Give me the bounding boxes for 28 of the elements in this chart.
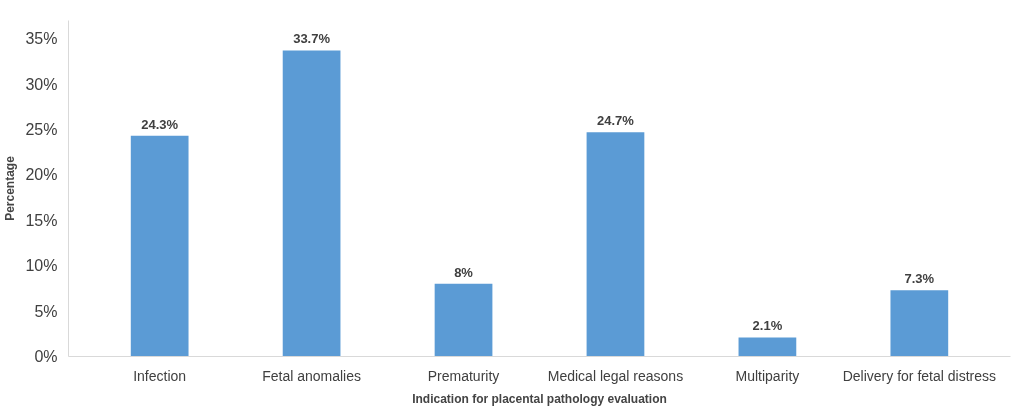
bar bbox=[130, 135, 189, 357]
x-axis-title: Indication for placental pathology evaluation bbox=[412, 391, 667, 406]
x-tick-label: Fetal anomalies bbox=[262, 367, 362, 384]
y-tick-label: 35% bbox=[25, 30, 58, 48]
x-tick-label: Infection bbox=[133, 367, 187, 384]
x-tick-label: Prematurity bbox=[427, 367, 500, 384]
bar bbox=[738, 337, 797, 357]
data-label: 8% bbox=[454, 264, 474, 280]
data-label: 2.1% bbox=[752, 318, 783, 334]
y-axis-title: Percentage bbox=[3, 155, 18, 221]
y-tick-label: 5% bbox=[34, 302, 58, 320]
x-tick-label: Delivery for fetal distress bbox=[842, 367, 996, 384]
y-tick-label: 0% bbox=[34, 348, 58, 365]
data-label: 33.7% bbox=[293, 31, 331, 47]
y-tick-label: 30% bbox=[25, 75, 58, 93]
y-tick-label: 25% bbox=[25, 120, 58, 138]
data-label: 24.3% bbox=[141, 116, 179, 132]
y-tick-label: 15% bbox=[25, 211, 58, 229]
data-label: 7.3% bbox=[904, 271, 935, 287]
bar bbox=[586, 132, 645, 357]
y-tick-label: 20% bbox=[25, 166, 58, 184]
bar bbox=[282, 50, 341, 357]
y-tick-label: 10% bbox=[25, 257, 58, 275]
bar bbox=[434, 283, 493, 357]
data-label: 24.7% bbox=[597, 113, 635, 129]
x-tick-label: Medical legal reasons bbox=[547, 367, 684, 384]
bar bbox=[890, 290, 949, 357]
x-tick-label: Multiparity bbox=[735, 367, 800, 384]
